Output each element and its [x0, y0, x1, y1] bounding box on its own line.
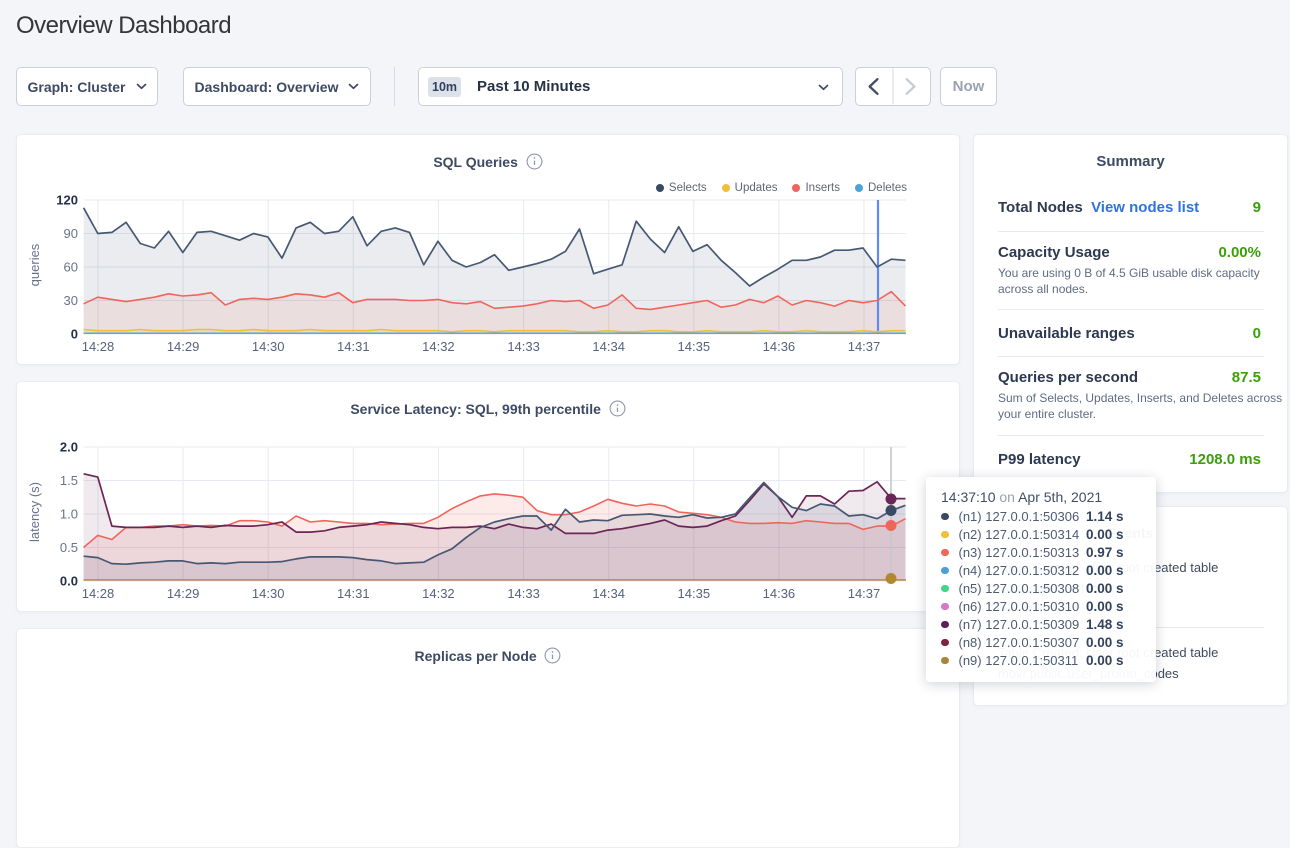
svg-text:14:32: 14:32	[422, 339, 455, 354]
svg-text:14:29: 14:29	[167, 586, 200, 601]
svg-text:2.0: 2.0	[60, 440, 78, 455]
svg-text:14:31: 14:31	[337, 586, 370, 601]
svg-text:14:34: 14:34	[592, 339, 625, 354]
svg-text:14:28: 14:28	[82, 339, 115, 354]
svg-text:14:35: 14:35	[678, 586, 711, 601]
svg-text:14:32: 14:32	[422, 586, 455, 601]
svg-text:14:36: 14:36	[763, 586, 796, 601]
svg-text:14:34: 14:34	[592, 586, 625, 601]
svg-text:90: 90	[64, 226, 78, 241]
svg-text:14:33: 14:33	[507, 339, 540, 354]
svg-text:14:30: 14:30	[252, 586, 285, 601]
svg-text:60: 60	[64, 260, 78, 275]
svg-text:14:31: 14:31	[337, 339, 370, 354]
svg-text:14:37: 14:37	[848, 586, 881, 601]
svg-text:14:35: 14:35	[678, 339, 711, 354]
svg-text:14:29: 14:29	[167, 339, 200, 354]
svg-text:120: 120	[56, 193, 78, 208]
svg-text:14:28: 14:28	[82, 586, 115, 601]
svg-text:queries: queries	[27, 243, 42, 286]
svg-text:14:30: 14:30	[252, 339, 285, 354]
svg-text:14:36: 14:36	[763, 339, 796, 354]
svg-text:14:33: 14:33	[507, 586, 540, 601]
svg-text:0.5: 0.5	[60, 540, 78, 555]
svg-text:1.0: 1.0	[60, 507, 78, 522]
svg-text:1.5: 1.5	[60, 473, 78, 488]
svg-text:latency (s): latency (s)	[27, 482, 42, 542]
svg-text:0.0: 0.0	[60, 574, 78, 589]
svg-text:30: 30	[64, 293, 78, 308]
svg-text:0: 0	[71, 327, 78, 342]
svg-text:14:37: 14:37	[848, 339, 881, 354]
